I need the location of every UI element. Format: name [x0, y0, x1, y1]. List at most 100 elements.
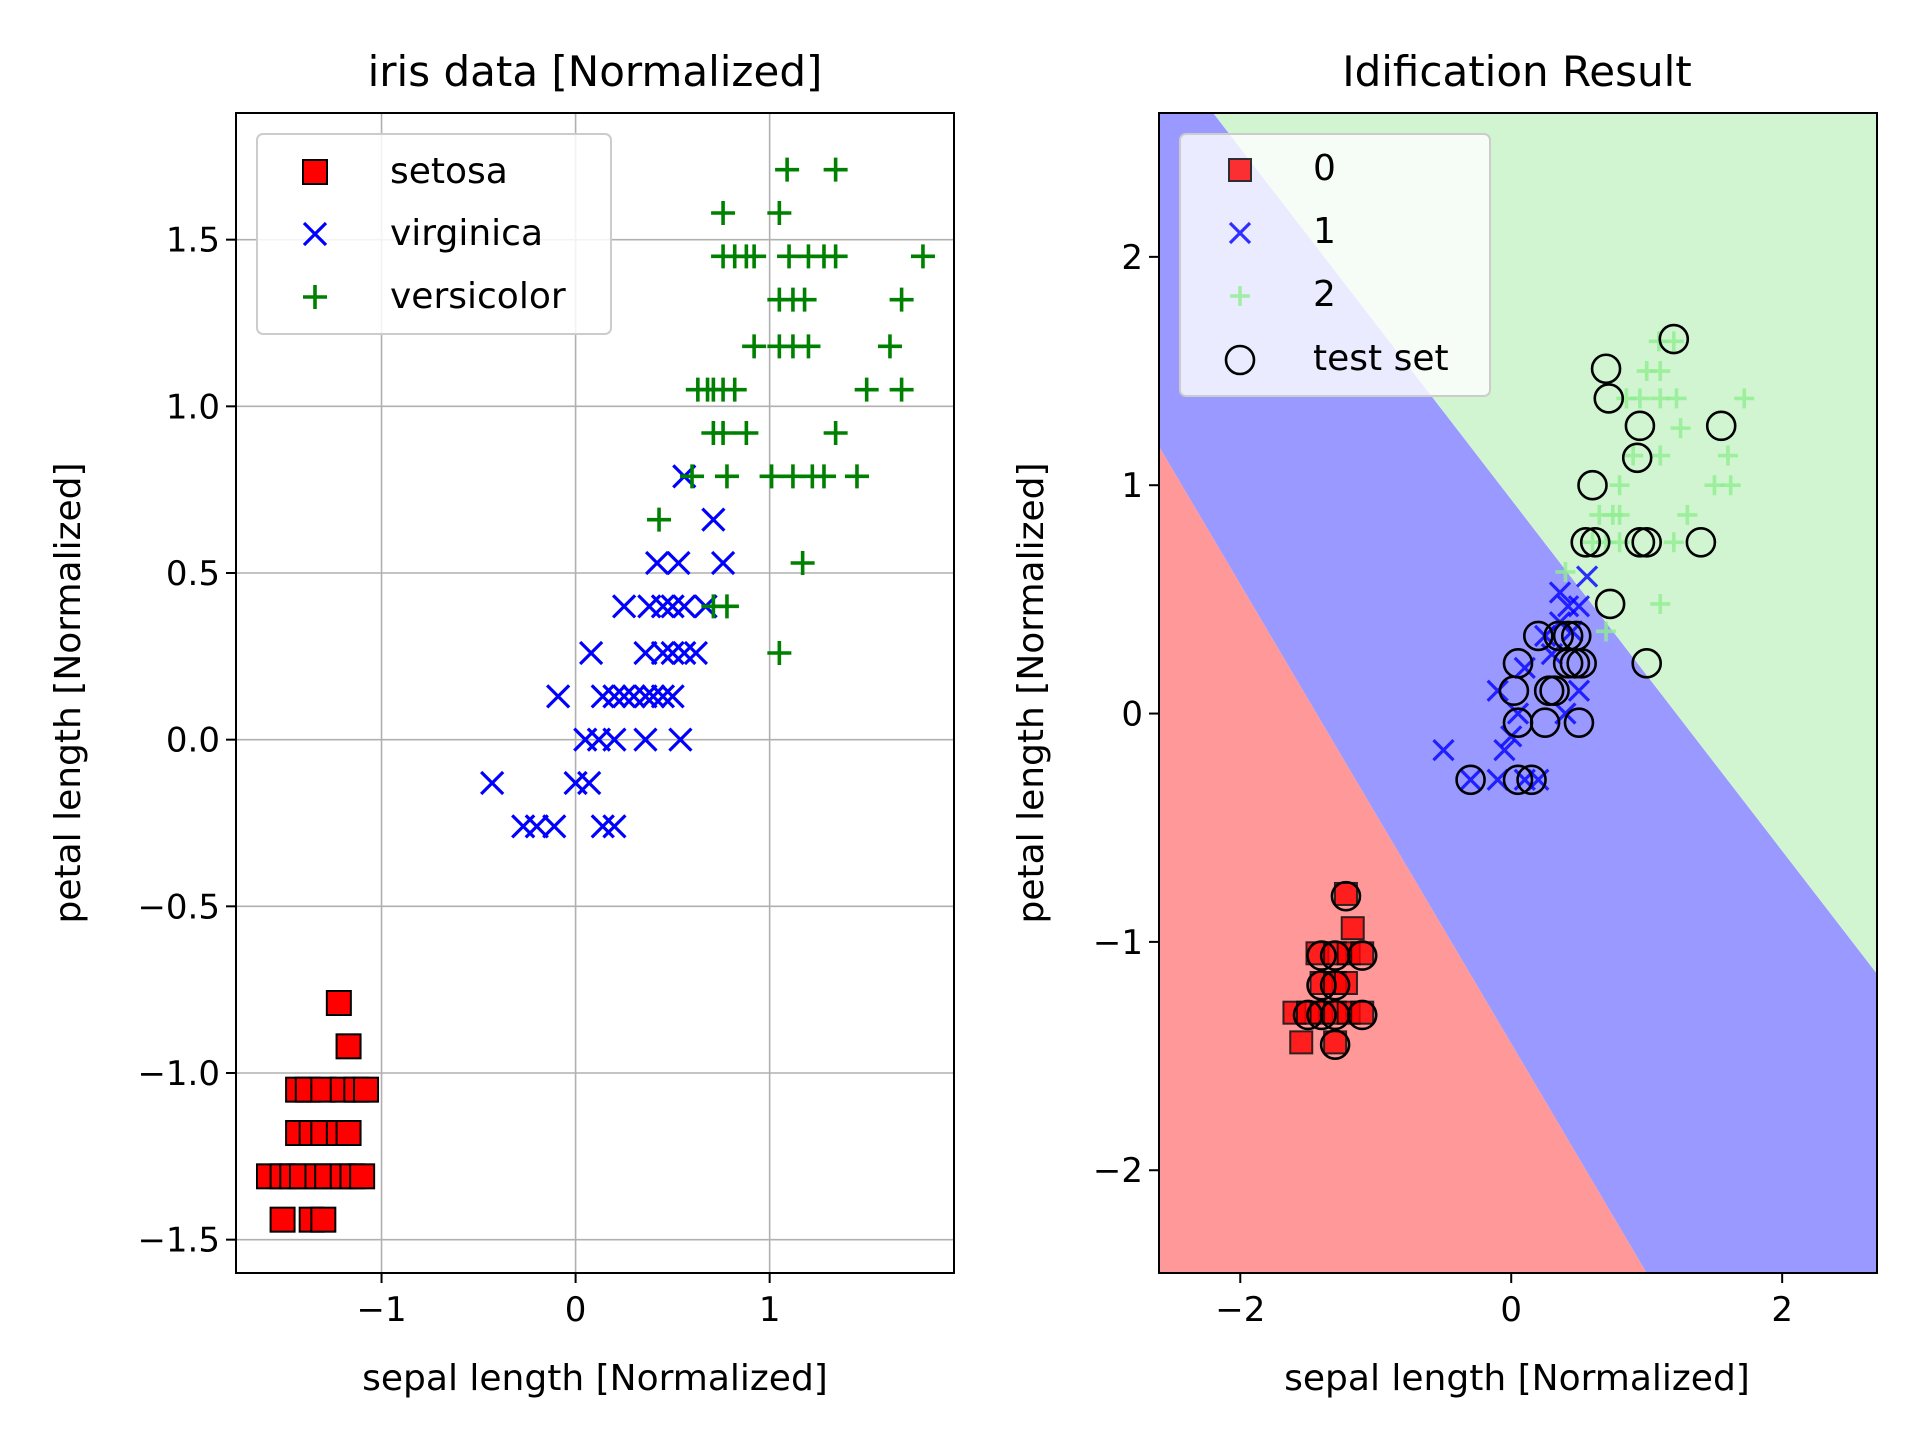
y-tick-label: 2	[1121, 238, 1143, 278]
data-point-class-2	[1629, 388, 1650, 409]
data-point-virginica	[701, 507, 726, 532]
data-point-versicolor	[711, 201, 736, 225]
chart-2-legend-label-1: 1	[1313, 211, 1336, 252]
data-point-class-0	[1289, 1030, 1314, 1055]
data-point-class-test-set	[1624, 526, 1656, 558]
data-point-class-test-set	[1306, 969, 1337, 1001]
chart-2-y-ticks: −2 −1 0 1 2	[1093, 238, 1159, 1191]
chart-1-legend-label-setosa: setosa	[390, 151, 508, 192]
data-point-versicolor	[714, 594, 739, 619]
data-point-class-test-set	[1346, 999, 1378, 1031]
x-tick-label: −1	[356, 1290, 406, 1330]
data-point-virginica	[641, 684, 666, 709]
x-tick-label: −2	[1215, 1290, 1265, 1330]
legend-symbol-versicolor	[303, 285, 327, 309]
chart-2-legend-marker-3	[1224, 344, 1256, 376]
chart-1-y-axis-label: petal length [Normalized]	[48, 462, 89, 923]
data-point-virginica	[644, 550, 670, 576]
data-point-virginica	[590, 814, 615, 839]
data-point-class-2	[1650, 361, 1671, 382]
data-point-virginica	[633, 684, 658, 709]
chart-2-axes-frame	[1158, 112, 1878, 1274]
data-point-class-1	[1506, 702, 1530, 725]
data-point-class-test-set	[1552, 648, 1584, 679]
data-point-class-test-set	[1543, 620, 1574, 652]
chart-1-legend-marker-1	[302, 221, 328, 247]
data-point-versicolor	[823, 244, 848, 269]
chart-1-legend: setosa virginica versicolor	[256, 133, 612, 335]
chart-1-legend-marker-2	[303, 285, 327, 309]
chart-2-legend: 0 1 2 test set	[1179, 133, 1491, 397]
data-point-class-test-set	[1593, 383, 1625, 414]
data-point-class-test-set	[1559, 648, 1591, 679]
data-point-versicolor	[647, 507, 672, 532]
data-point-class-0	[1350, 941, 1375, 966]
data-point-versicolor	[767, 201, 792, 225]
data-point-class-1	[1459, 768, 1482, 791]
data-point-versicolor	[889, 287, 914, 312]
data-point-virginica	[668, 727, 693, 752]
legend-symbol-virginica	[302, 221, 328, 247]
data-point-class-2	[1609, 475, 1630, 496]
data-point-versicolor	[680, 464, 705, 489]
data-point-virginica	[611, 684, 637, 709]
chart-1-legend-label-virginica: virginica	[390, 213, 543, 254]
data-point-virginica	[542, 814, 567, 839]
data-point-class-2	[1734, 388, 1755, 409]
data-point-virginica	[650, 594, 676, 619]
data-point-class-0	[1323, 1030, 1348, 1055]
data-point-virginica	[710, 550, 736, 576]
data-point-class-2	[1717, 445, 1738, 466]
data-point-setosa	[335, 1033, 362, 1060]
chart-2-y-axis-label: petal length [Normalized]	[1011, 462, 1052, 923]
y-tick-label: 1.0	[166, 387, 220, 427]
data-point-versicolor	[742, 244, 767, 269]
chart-1-y-ticks: −1.5 −1.0 −0.5 0.0 0.5 1.0 1.5	[137, 221, 236, 1261]
data-point-class-2	[1663, 532, 1684, 553]
y-tick-label: 0	[1121, 695, 1143, 735]
decision-region-0	[1159, 446, 1647, 1273]
y-tick-label: −1.5	[137, 1221, 220, 1261]
chart-2-x-ticks: −2 0 2	[1215, 1273, 1793, 1330]
data-point-class-1	[1432, 738, 1455, 762]
data-point-class-0	[1333, 881, 1358, 906]
data-point-class-test-set	[1631, 648, 1662, 679]
y-tick-label: 1.5	[166, 221, 220, 261]
data-point-virginica	[578, 640, 604, 666]
data-point-class-test-set	[1498, 675, 1530, 707]
data-point-virginica	[611, 594, 637, 619]
chart-1-x-axis-label: sepal length [Normalized]	[362, 1358, 828, 1399]
data-point-versicolor	[734, 421, 759, 445]
chart-2-legend-label-test-set: test set	[1313, 338, 1449, 379]
legend-symbol-setosa	[302, 159, 328, 185]
data-point-class-0	[1340, 916, 1365, 941]
x-tick-label: 0	[1500, 1290, 1522, 1330]
chart-2-legend-label-0: 0	[1313, 148, 1336, 189]
data-point-class-2	[1650, 445, 1671, 466]
data-point-class-2	[1720, 475, 1741, 496]
data-point-class-test-set	[1319, 1029, 1351, 1060]
data-point-class-test-set	[1566, 648, 1597, 679]
data-point-class-1	[1493, 738, 1516, 762]
data-point-versicolor	[823, 157, 848, 182]
data-point-virginica	[660, 684, 685, 709]
decision-region-1	[1159, 113, 1877, 1273]
data-point-virginica	[660, 640, 685, 666]
data-point-versicolor	[854, 377, 879, 402]
y-tick-label: 0.0	[166, 721, 220, 761]
data-point-setosa	[335, 1120, 362, 1146]
data-point-versicolor	[910, 244, 935, 269]
data-point-class-test-set	[1563, 707, 1595, 738]
data-point-class-test-set	[1570, 526, 1602, 558]
data-point-versicolor	[811, 464, 836, 489]
data-point-class-test-set	[1631, 526, 1662, 558]
chart-1-x-ticks: −1 0 1	[356, 1273, 780, 1330]
data-point-virginica	[633, 640, 658, 666]
data-point-setosa	[353, 1076, 380, 1103]
data-point-versicolor	[775, 157, 800, 182]
chart-1-legend-marker-0	[302, 159, 328, 185]
data-point-class-test-set	[1455, 764, 1486, 796]
data-point-class-2	[1670, 418, 1691, 439]
data-point-class-2	[1666, 388, 1687, 409]
data-point-class-2	[1623, 445, 1644, 466]
